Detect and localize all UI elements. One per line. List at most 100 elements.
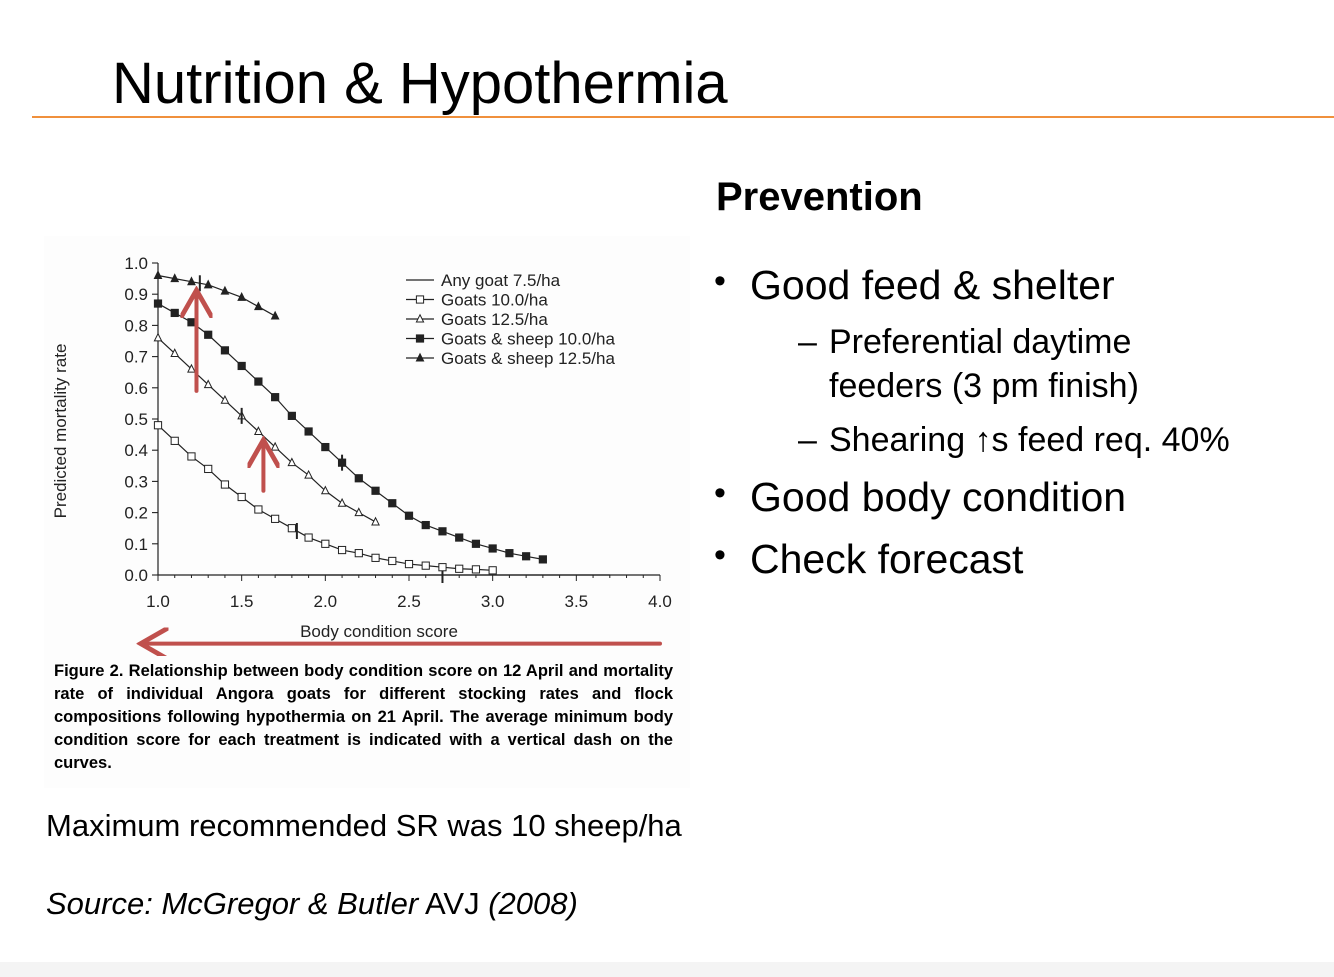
data-point (187, 363, 196, 373)
sub-bullet-text: feeders (3 pm finish) (829, 367, 1139, 405)
y-tick-label: 0.8 (124, 316, 148, 335)
legend-label: Goats 10.0/ha (441, 291, 548, 310)
y-tick-label: 0.3 (124, 472, 148, 491)
data-point (237, 361, 246, 371)
bottom-band (0, 962, 1334, 977)
source-journal: AVJ (418, 886, 489, 921)
data-point (153, 299, 163, 308)
data-point (455, 533, 464, 542)
y-tick-label: 0.2 (124, 504, 148, 523)
legend-marker (415, 352, 425, 362)
y-tick-label: 0.1 (124, 535, 148, 554)
bullet-dot: • (714, 536, 726, 574)
data-point (271, 514, 280, 523)
data-point (153, 421, 163, 430)
data-point (220, 394, 230, 404)
data-point (488, 544, 497, 553)
prevention-heading: Prevention (716, 175, 923, 219)
legend-label: Goats & sheep 10.0/ha (441, 330, 615, 349)
y-tick-label: 0.4 (124, 441, 148, 460)
data-point (170, 436, 179, 445)
data-point (371, 516, 380, 526)
y-tick-label: 0.5 (124, 410, 148, 429)
data-point (404, 511, 414, 520)
title-divider (32, 116, 1334, 118)
sub-bullet-dash: – (798, 323, 817, 361)
data-point (153, 332, 163, 342)
data-point (404, 559, 414, 569)
data-point (287, 457, 297, 467)
data-point (253, 426, 263, 435)
data-point (170, 348, 180, 357)
data-point (287, 524, 296, 533)
x-tick-label: 4.0 (648, 592, 672, 611)
data-point (321, 539, 330, 548)
bullet-dot: • (714, 474, 726, 512)
data-point (438, 527, 447, 536)
slide-title: Nutrition & Hypothermia (112, 51, 728, 116)
figure-caption: Figure 2. Relationship between body cond… (54, 662, 673, 772)
sub-bullet-dash: – (798, 421, 817, 459)
y-axis-label: Predicted mortality rate (51, 344, 70, 519)
bullet-dot: • (714, 262, 726, 300)
legend-marker (415, 313, 425, 323)
data-point (304, 469, 314, 479)
data-point (388, 499, 397, 508)
figure: 0.0 0.1 0.2 0.3 0.4 0.5 0.6 0.7 0.8 0.9 1.0 1.0 1.5 2… (44, 236, 690, 788)
data-point (538, 555, 547, 564)
data-point (187, 318, 196, 327)
data-point (220, 480, 230, 489)
data-point (354, 507, 364, 517)
x-tick-label: 1.0 (146, 592, 170, 611)
legend-label: Goats 12.5/ha (441, 310, 548, 329)
data-point (321, 442, 330, 452)
sub-bullet-text: Preferential daytime (829, 323, 1132, 361)
data-point (254, 377, 263, 386)
data-point (304, 427, 313, 436)
y-tick-label: 0.6 (124, 379, 148, 398)
data-point (455, 564, 464, 573)
legend-marker (415, 334, 425, 343)
x-axis-label: Body condition score (300, 622, 458, 641)
data-point (320, 485, 330, 495)
bullet-text: Good body condition (750, 474, 1127, 520)
data-point (237, 292, 247, 301)
mortality-chart: 0.0 0.1 0.2 0.3 0.4 0.5 0.6 0.7 0.8 0.9 1.0 1.0 1.5 2… (51, 254, 672, 656)
y-tick-label: 1.0 (124, 254, 148, 273)
data-point (170, 273, 180, 283)
data-point (253, 301, 263, 311)
bullet-text: Good feed & shelter (750, 262, 1115, 308)
data-point (204, 330, 213, 339)
source-authors: Source: McGregor & Butler (46, 886, 419, 921)
bullet-text: Check forecast (750, 536, 1024, 582)
data-point (237, 492, 246, 502)
source-citation: Source: McGregor & Butler AVJ (2008) (46, 886, 578, 922)
x-tick-label: 2.5 (397, 592, 421, 611)
data-point (388, 556, 397, 566)
data-point (271, 393, 280, 402)
data-point (371, 486, 380, 495)
data-point (220, 285, 230, 295)
y-tick-label: 0.7 (124, 348, 148, 367)
data-point (220, 346, 230, 355)
data-point (204, 464, 213, 474)
sub-bullet-text: Shearing ↑s feed req. 40% (829, 421, 1230, 459)
data-point (187, 452, 196, 461)
data-point (270, 310, 280, 320)
data-point (287, 411, 296, 420)
data-point (354, 549, 363, 558)
legend-label: Any goat 7.5/ha (441, 271, 561, 290)
data-point (471, 539, 481, 548)
legend-label: Goats & sheep 12.5/ha (441, 349, 615, 368)
data-point (371, 553, 380, 562)
data-point (505, 549, 514, 558)
x-tick-label: 3.5 (565, 592, 589, 611)
data-point (488, 566, 497, 575)
data-point (203, 379, 213, 389)
data-point (421, 561, 430, 570)
data-point (153, 270, 163, 279)
x-tick-label: 3.0 (481, 592, 505, 611)
source-year: (2008) (488, 886, 578, 921)
note-max-stocking-rate: Maximum recommended SR was 10 sheep/ha (46, 808, 682, 843)
data-point (254, 505, 263, 514)
